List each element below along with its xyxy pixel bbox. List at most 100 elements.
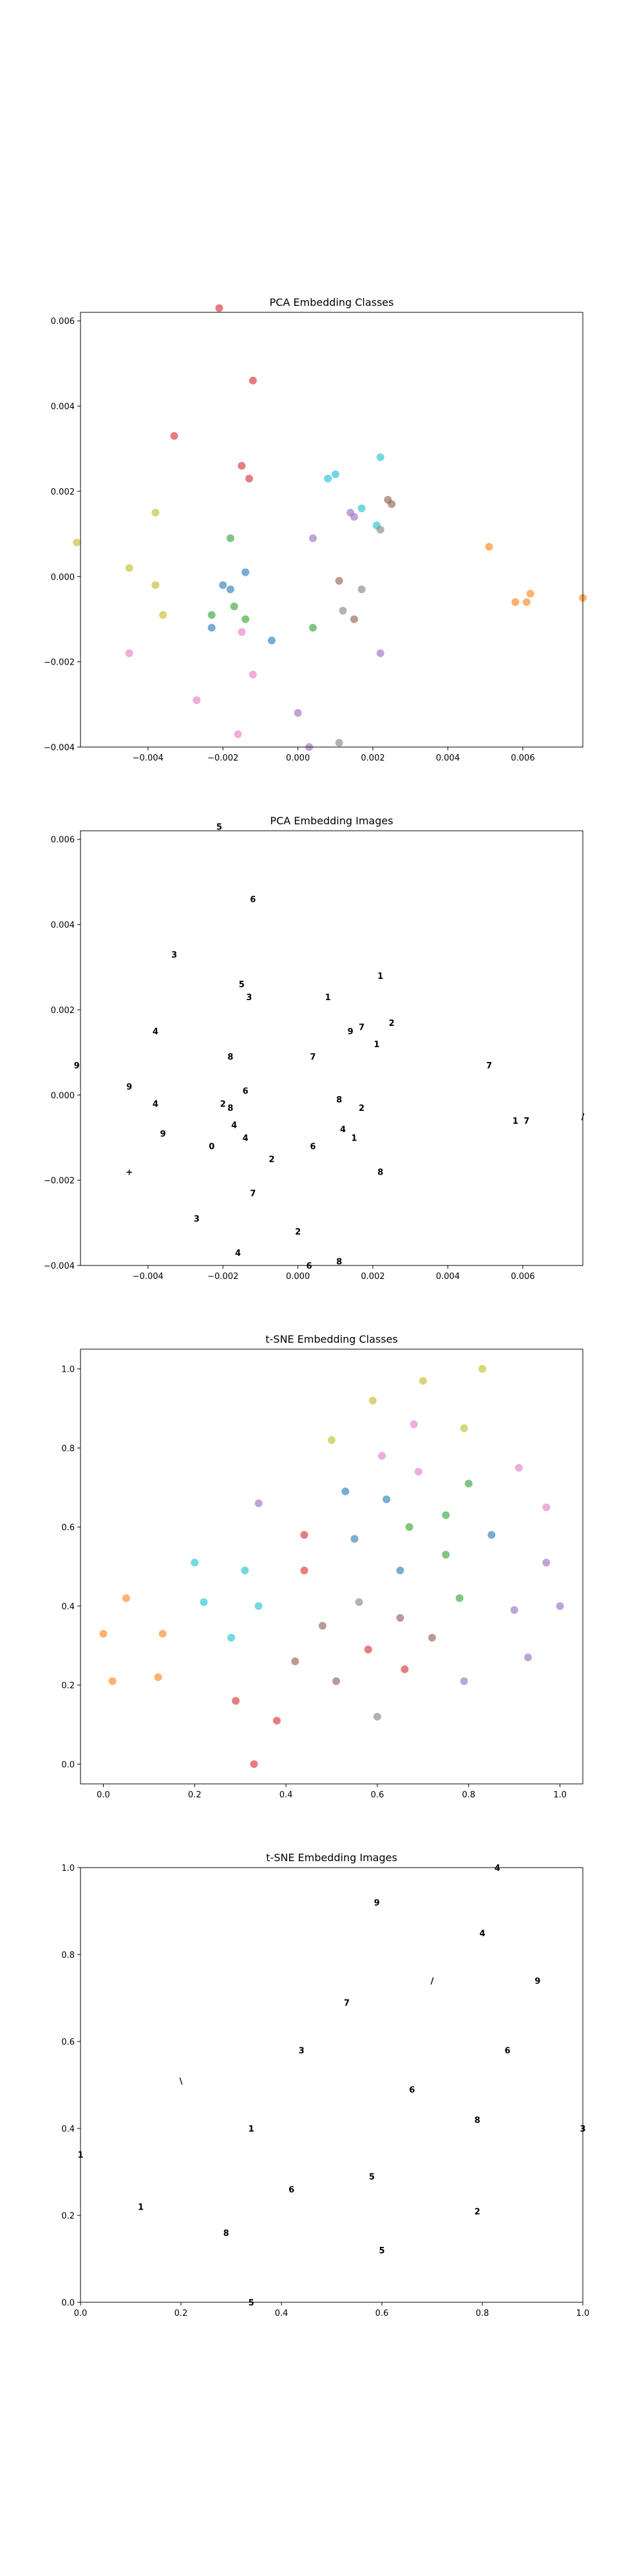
data-point [99, 1629, 108, 1638]
data-point [300, 1566, 308, 1575]
x-tick-label: 0.000 [286, 753, 310, 763]
digit-thumbnail: 6 [307, 1262, 312, 1271]
data-point [511, 598, 520, 606]
digit-thumbnail: 8 [223, 2229, 229, 2239]
data-point [455, 1594, 464, 1602]
y-tick-label: 0.4 [61, 2125, 75, 2134]
data-point [151, 581, 160, 589]
data-points [73, 304, 587, 751]
data-point [331, 470, 339, 478]
data-point [357, 504, 366, 513]
digit-thumbnail: 7 [250, 1189, 256, 1199]
x-tick-label: 0.004 [436, 1272, 460, 1282]
data-point [108, 1677, 117, 1685]
data-point [242, 568, 250, 576]
digit-thumbnail: / [431, 1977, 434, 1987]
digit-thumbnail: 4 [243, 1133, 249, 1143]
data-point [249, 670, 257, 679]
x-tick-label: 0.4 [275, 2309, 289, 2318]
plot-frame [80, 312, 583, 748]
data-point [460, 1677, 468, 1685]
data-point [341, 1487, 350, 1495]
y-tick-label: 0.8 [61, 1444, 75, 1454]
digit-thumbnail: 8 [475, 2116, 480, 2126]
chart-title: PCA Embedding Classes [270, 296, 394, 308]
digit-thumbnail: 4 [235, 1249, 241, 1258]
digit-thumbnail: \ [180, 2077, 183, 2087]
digit-thumbnail: 3 [299, 2047, 305, 2056]
chart-1: PCA Embedding Classes −0.004 −0.002 0.000 0.… [44, 296, 587, 763]
data-point [515, 1464, 523, 1472]
x-tick-label: 0.8 [462, 1790, 475, 1800]
data-point [442, 1551, 450, 1559]
data-point [230, 602, 238, 611]
plot-frame [80, 1867, 583, 2303]
data-point [542, 1558, 551, 1567]
data-point [250, 1760, 258, 1768]
digit-thumbnail: 6 [310, 1142, 316, 1152]
digit-thumbnail: 1 [351, 1133, 357, 1143]
data-point [442, 1511, 450, 1519]
x-tick-label: 0.6 [375, 2309, 389, 2318]
digit-thumbnail: 4 [495, 1864, 500, 1873]
data-point [339, 607, 347, 615]
chart-2: PCA Embedding Images −0.004 −0.002 0.000 0.0… [44, 815, 585, 1282]
digit-thumbnail: 9 [348, 1027, 354, 1037]
data-point [378, 1452, 386, 1460]
data-points [99, 1365, 564, 1768]
x-tick-label: 1.0 [553, 1790, 567, 1800]
x-tick-label: −0.002 [207, 1272, 238, 1282]
data-point [460, 1424, 468, 1432]
y-tick-label: 0.0 [61, 2298, 75, 2308]
data-point [151, 509, 160, 517]
digit-thumbnail: 9 [374, 1899, 380, 1908]
digit-thumbnail: 2 [475, 2207, 480, 2217]
x-tick-label: 0.006 [511, 753, 535, 763]
data-point [245, 475, 253, 483]
y-tick-label: 0.2 [61, 1681, 75, 1691]
chart-4: t-SNE Embedding Images 0.0 0.2 0.4 0.6 0.8 1.0… [61, 1852, 589, 2318]
plot-frame [80, 830, 583, 1266]
data-point [125, 649, 133, 658]
data-point [73, 538, 81, 547]
plot-frame [80, 1349, 583, 1785]
data-point [368, 1396, 377, 1405]
digit-thumbnail: 9 [535, 1977, 540, 1987]
data-point [524, 1653, 532, 1662]
x-tick-label: −0.004 [133, 753, 164, 763]
data-point [328, 1436, 336, 1444]
digit-thumbnail: 6 [504, 2047, 510, 2056]
digit-thumbnail: 2 [269, 1155, 274, 1165]
x-tick-label: 0.002 [361, 753, 384, 763]
data-point [241, 1566, 249, 1575]
data-point [207, 611, 216, 619]
x-tick-label: 0.002 [361, 1272, 384, 1282]
data-point [405, 1523, 413, 1531]
digit-thumbnail: 7 [524, 1117, 529, 1126]
data-point [376, 649, 384, 658]
data-point [226, 534, 234, 542]
x-tick-label: −0.002 [207, 753, 238, 763]
data-point [193, 696, 201, 705]
digit-thumbnail: 8 [377, 1168, 383, 1177]
data-point [324, 475, 332, 483]
y-tick-label: 0.000 [51, 1091, 75, 1101]
y-tick-label: 0.6 [61, 1523, 75, 1533]
digit-thumbnail: 5 [249, 2298, 254, 2308]
data-point [242, 615, 250, 623]
digit-thumbnail: 7 [359, 1023, 365, 1032]
digit-thumbnail: 2 [295, 1227, 301, 1237]
data-point [267, 636, 276, 645]
x-tick-label: 0.4 [279, 1790, 293, 1800]
data-point [332, 1677, 341, 1685]
digit-thumbnail: 4 [340, 1125, 346, 1135]
digit-thumbnail: 1 [377, 972, 383, 981]
y-tick-label: 0.006 [51, 317, 75, 327]
data-point [294, 709, 302, 717]
digit-thumbnail: 2 [389, 1019, 395, 1028]
y-tick-label: 1.0 [61, 1365, 75, 1375]
digit-thumbnail: 1 [374, 1040, 379, 1050]
y-tick-label: 0.2 [61, 2211, 75, 2221]
data-point [485, 542, 493, 551]
digit-thumbnail: 4 [153, 1027, 158, 1037]
